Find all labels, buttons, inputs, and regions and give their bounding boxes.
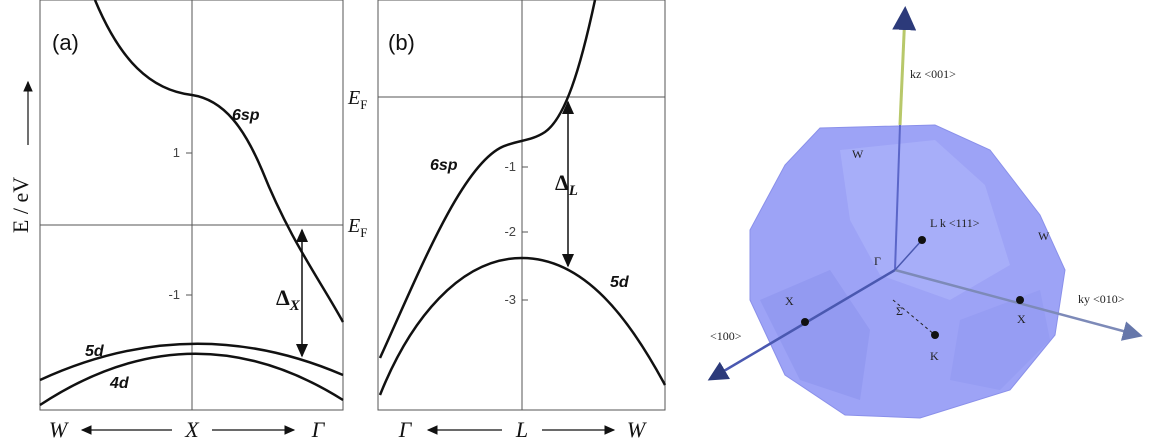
y-axis-label: E / eV [8,177,33,233]
band-label: 6sp [232,107,260,124]
bz-label: kz <001> [910,67,956,81]
band-label: 6sp [430,157,458,174]
symbol: E [347,87,360,109]
face [950,290,1050,390]
point-k [931,331,939,339]
face [840,140,1010,300]
panel-label: (a) [52,30,79,55]
subscript: F [360,225,367,240]
subscript: X [289,298,301,314]
x-label: W [49,417,69,442]
band-6sp [93,0,345,323]
gap-label: ΔL [555,170,578,199]
l-direction [894,239,923,271]
bz-label: Γ [874,254,881,268]
band-label: 5d [610,274,630,291]
panel-label: (b) [388,30,415,55]
subscript: L [568,183,578,199]
symbol: E [347,215,360,237]
x-label: X [184,417,200,442]
band-6sp [378,0,597,359]
point-x [801,318,809,326]
point-x [1016,296,1024,304]
fermi-label: EF [347,215,367,240]
point-l [918,236,926,244]
kz-axis-inner [894,124,901,271]
panel-b: (b) -1 -2 -3 6sp 5d EF ΔL Γ L W [347,0,667,442]
x-label: L [515,417,528,442]
bz-label: W [1038,229,1050,243]
band-label: 5d [85,343,105,360]
tick-label: -3 [504,292,516,307]
band-5d [39,342,344,382]
band-5d [378,256,667,396]
brillouin-zone: kz <001> W L k <111> W Γ X Σ X K ky <010… [707,6,1143,419]
bz-label: L k <111> [930,216,980,230]
tick-label: -2 [504,224,516,239]
bz-label: ky <010> [1078,292,1125,306]
ky-axis [894,268,1143,341]
bz-label: X [785,294,794,308]
x-label: Γ [398,417,413,442]
kz-axis [892,6,917,126]
band-label: 4d [109,375,130,392]
tick-label: -1 [168,287,180,302]
bz-label: <100> [710,329,742,343]
gap-label: ΔX [276,285,301,314]
band-4d [39,352,344,407]
x-label: W [627,417,647,442]
symbol: Δ [555,170,569,195]
bz-label: Σ [896,304,903,318]
subscript: F [360,97,367,112]
fermi-label: EF [347,87,367,112]
face [760,270,870,400]
tick-label: -1 [504,159,516,174]
x-label: Γ [311,417,326,442]
tick-label: 1 [173,145,180,160]
bz-label: K [930,349,939,363]
symbol: Δ [276,285,290,310]
panel-a: (a) 1 -1 6sp 5d 4d EF ΔX E / eV W X Γ [8,0,367,442]
bz-label: X [1017,312,1026,326]
bz-label: W [852,147,864,161]
